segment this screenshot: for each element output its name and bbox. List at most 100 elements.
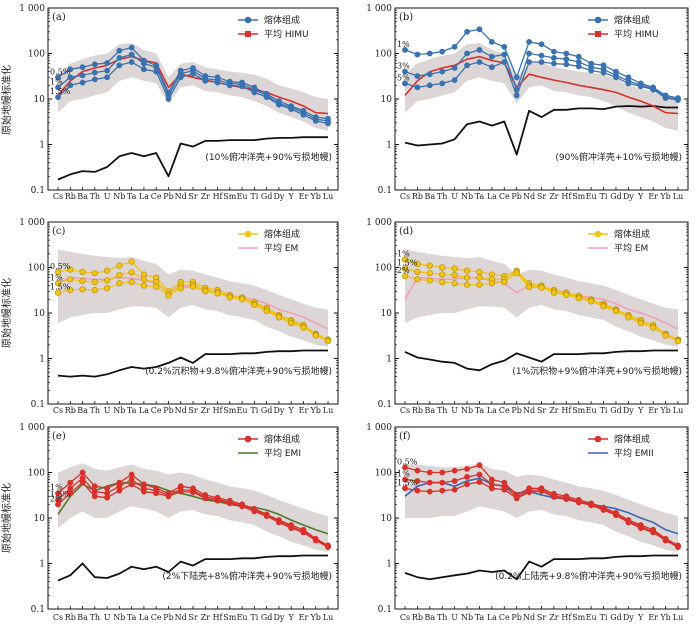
y-tick-label: 10 xyxy=(34,514,46,524)
melt-point xyxy=(538,41,545,48)
melt-point xyxy=(575,499,582,506)
melt-point xyxy=(575,295,582,302)
percent-label: 5% xyxy=(397,73,410,82)
x-tick-label: Gd xyxy=(610,613,622,622)
x-tick-label: La xyxy=(139,613,149,622)
x-tick-label: Nb xyxy=(461,406,473,415)
x-tick-label: Ce xyxy=(499,613,510,622)
melt-point xyxy=(414,260,421,267)
melt-point xyxy=(414,467,421,474)
melt-point xyxy=(513,92,520,99)
melt-point xyxy=(488,38,495,45)
melt-point xyxy=(526,50,532,57)
melt-point xyxy=(300,529,307,536)
melt-point xyxy=(128,269,135,276)
x-tick-label: Er xyxy=(299,192,309,201)
melt-point xyxy=(116,487,123,494)
x-tick-label: Sr xyxy=(188,406,197,415)
x-tick-label: Ba xyxy=(424,406,435,415)
x-tick-label: Pb xyxy=(511,192,522,201)
y-tick-label: 10 xyxy=(381,95,393,105)
melt-point xyxy=(104,485,110,492)
y-tick-label: 0.1 xyxy=(31,605,45,615)
melt-point xyxy=(140,282,148,289)
melt-point xyxy=(463,274,471,281)
range-band xyxy=(58,463,328,552)
melt-point xyxy=(54,280,62,287)
legend-marker xyxy=(594,230,602,238)
melt-point xyxy=(276,101,282,108)
melt-point xyxy=(104,67,110,74)
x-tick-label: Sm xyxy=(223,406,236,415)
melt-point xyxy=(79,268,86,276)
legend-ref-label: 平均 EMII xyxy=(614,447,654,459)
melt-point xyxy=(426,479,433,486)
x-tick-label: Nd xyxy=(523,192,535,201)
mixing-note: (90%俯冲洋壳+10%亏损地幔) xyxy=(555,151,682,163)
melt-point xyxy=(141,488,147,495)
melt-point xyxy=(79,286,86,293)
x-tick-label: Er xyxy=(648,406,658,415)
melt-point xyxy=(54,289,62,296)
melt-point xyxy=(513,270,520,277)
y-tick-label: 1 000 xyxy=(19,4,45,14)
x-tick-label: Dy xyxy=(623,192,634,201)
x-tick-label: Ce xyxy=(151,192,162,201)
melt-point xyxy=(637,319,644,327)
x-tick-label: U xyxy=(451,192,458,201)
y-tick-label: 0.1 xyxy=(31,400,45,410)
melt-point xyxy=(141,60,147,67)
melt-point xyxy=(104,60,110,66)
x-tick-label: Y xyxy=(637,192,644,201)
x-tick-label: Rb xyxy=(65,192,76,201)
melt-point xyxy=(401,256,409,263)
melt-point xyxy=(67,286,74,294)
melt-point xyxy=(91,270,98,277)
melt-point xyxy=(476,268,483,276)
melt-point xyxy=(202,288,209,295)
y-tick-label: 1 000 xyxy=(19,423,45,433)
y-axis-label: 原始地幔标准化 xyxy=(0,65,13,135)
melt-point xyxy=(476,471,483,478)
x-tick-label: Nd xyxy=(523,406,535,415)
melt-point xyxy=(476,26,483,33)
melt-point xyxy=(464,465,470,472)
melt-point xyxy=(67,66,74,73)
melt-point xyxy=(79,64,86,71)
y-tick-label: 1 xyxy=(39,560,45,570)
legend-melt-label: 熔体组成 xyxy=(614,228,650,240)
percent-label: 1% xyxy=(397,40,410,49)
legend-ref-label: 平均 EM xyxy=(264,242,298,254)
melt-point xyxy=(476,462,483,469)
x-tick-label: Ce xyxy=(151,613,162,622)
melt-point xyxy=(426,50,433,57)
melt-point xyxy=(650,86,657,93)
legend-marker xyxy=(595,31,601,37)
x-tick-label: Nb xyxy=(461,613,473,622)
melt-point xyxy=(226,82,233,89)
melt-point xyxy=(177,285,184,292)
melt-point xyxy=(239,503,245,510)
x-tick-label: Gd xyxy=(261,192,273,201)
x-tick-label: Th xyxy=(90,613,101,622)
melt-point xyxy=(128,471,135,478)
melt-point xyxy=(165,493,172,500)
melt-point xyxy=(439,68,446,75)
panel-4: 0.1 1 10 100 1 000 Cs Rb Ba Th U Nb Ta La Ce Pb Nd Sr Zr H… xyxy=(366,218,689,415)
panel-2: 0.1 1 10 100 1 000 Cs Rb Ba Th U Nb Ta La Ce Pb Nd Sr Zr H… xyxy=(366,4,689,201)
mixing-note: (2%下陆壳+8%俯冲洋壳+90%亏损地幔) xyxy=(162,570,332,582)
melt-point xyxy=(402,485,408,492)
melt-point xyxy=(439,469,446,476)
x-tick-label: Cs xyxy=(400,192,410,201)
percent-label: 3% xyxy=(397,62,410,71)
melt-point xyxy=(67,490,74,497)
melt-point xyxy=(79,79,86,86)
melt-point xyxy=(513,74,520,81)
melt-point xyxy=(251,89,258,96)
melt-point xyxy=(662,95,669,101)
x-tick-label: Ba xyxy=(77,406,88,415)
x-tick-label: Ta xyxy=(475,613,485,622)
panel-5: 0.1 1 10 100 1 000 Cs Rb Ba Th U Nb Ta La Ce Pb Nd Sr Zr H… xyxy=(19,423,339,622)
x-tick-label: La xyxy=(487,406,497,415)
x-tick-label: Sr xyxy=(188,613,197,622)
